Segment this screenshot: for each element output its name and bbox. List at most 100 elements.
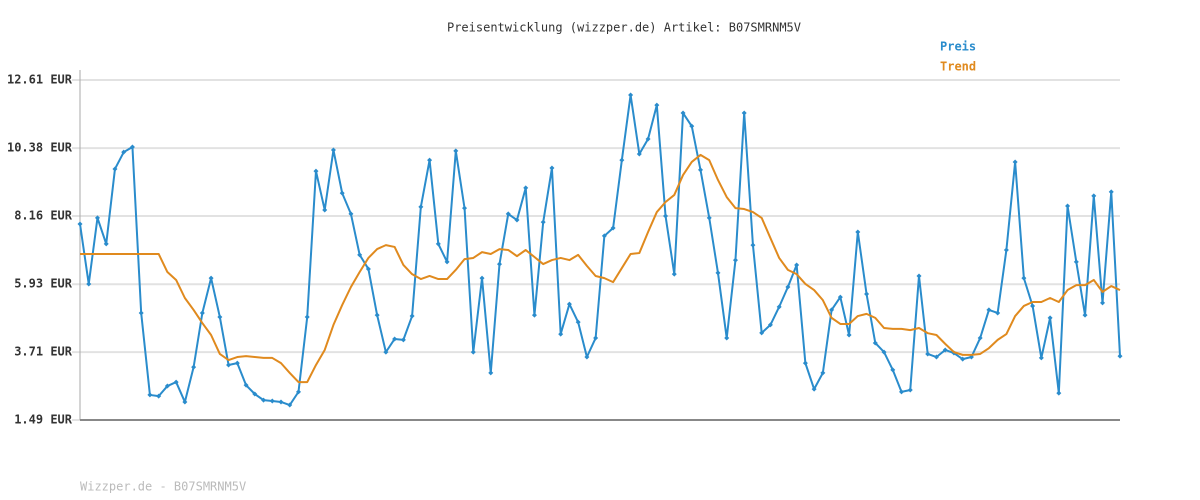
point	[322, 207, 328, 213]
point	[864, 291, 870, 297]
point	[505, 211, 511, 217]
point	[400, 337, 406, 343]
point	[330, 147, 336, 153]
point	[890, 367, 896, 373]
point	[689, 123, 695, 129]
point	[112, 166, 118, 172]
point	[855, 229, 861, 235]
point	[496, 261, 502, 267]
point	[1117, 353, 1123, 359]
point	[881, 349, 887, 355]
point	[1047, 315, 1053, 321]
point	[339, 190, 345, 196]
point	[776, 304, 782, 310]
point	[470, 349, 476, 355]
point	[1082, 312, 1088, 318]
point	[811, 386, 817, 392]
point	[243, 382, 249, 388]
point	[226, 362, 232, 368]
point	[925, 351, 931, 357]
point	[837, 294, 843, 300]
point	[933, 354, 939, 360]
point	[191, 364, 197, 370]
point	[750, 242, 756, 248]
point	[121, 149, 127, 155]
point	[383, 349, 389, 355]
point	[645, 136, 651, 142]
point	[1056, 390, 1062, 396]
point	[995, 310, 1001, 316]
point	[986, 307, 992, 313]
point	[287, 402, 293, 408]
point	[671, 271, 677, 277]
point	[706, 215, 712, 221]
point	[1030, 303, 1036, 309]
point	[1091, 193, 1097, 199]
point	[759, 330, 765, 336]
point	[208, 275, 214, 281]
point	[942, 347, 948, 353]
point	[1003, 247, 1009, 253]
point	[802, 360, 808, 366]
point	[663, 213, 669, 219]
y-tick-label: 10.38 EUR	[7, 141, 73, 155]
point	[304, 314, 310, 320]
point	[462, 205, 468, 211]
legend-label: Trend	[940, 60, 976, 74]
point	[182, 399, 188, 405]
point	[409, 313, 415, 319]
point	[365, 266, 371, 272]
point	[1012, 159, 1018, 165]
point	[444, 259, 450, 265]
point	[1021, 275, 1027, 281]
point	[1108, 189, 1114, 195]
point	[899, 389, 905, 395]
point	[77, 221, 83, 227]
point	[584, 354, 590, 360]
point	[732, 257, 738, 263]
point	[829, 307, 835, 313]
point	[164, 383, 170, 389]
point	[156, 393, 162, 399]
point	[872, 340, 878, 346]
y-tick-label: 5.93 EUR	[14, 277, 73, 291]
point	[269, 398, 275, 404]
point	[313, 168, 319, 174]
point	[129, 144, 135, 150]
point	[610, 225, 616, 231]
line-trend	[80, 153, 1121, 384]
point	[916, 273, 922, 279]
point	[173, 379, 179, 385]
point	[724, 335, 730, 341]
point	[295, 389, 301, 395]
point	[680, 110, 686, 116]
point	[977, 335, 983, 341]
point	[593, 335, 599, 341]
point	[636, 151, 642, 157]
point	[741, 110, 747, 116]
point	[601, 233, 607, 239]
point	[767, 322, 773, 328]
point	[278, 399, 284, 405]
point	[103, 241, 109, 247]
y-tick-label: 3.71 EUR	[14, 345, 73, 359]
point	[199, 310, 205, 316]
point	[217, 314, 223, 320]
point	[794, 262, 800, 268]
point	[575, 319, 581, 325]
chart-title: Preisentwicklung (wizzper.de) Artikel: B…	[447, 21, 801, 35]
y-tick-label: 1.49 EUR	[14, 413, 73, 427]
point	[479, 275, 485, 281]
point	[86, 281, 92, 287]
point	[531, 312, 537, 318]
point	[418, 204, 424, 210]
point	[374, 312, 380, 318]
point	[357, 252, 363, 258]
point	[1065, 203, 1071, 209]
point	[252, 391, 258, 397]
point	[147, 392, 153, 398]
point	[566, 301, 572, 307]
point	[234, 360, 240, 366]
point	[907, 387, 913, 393]
